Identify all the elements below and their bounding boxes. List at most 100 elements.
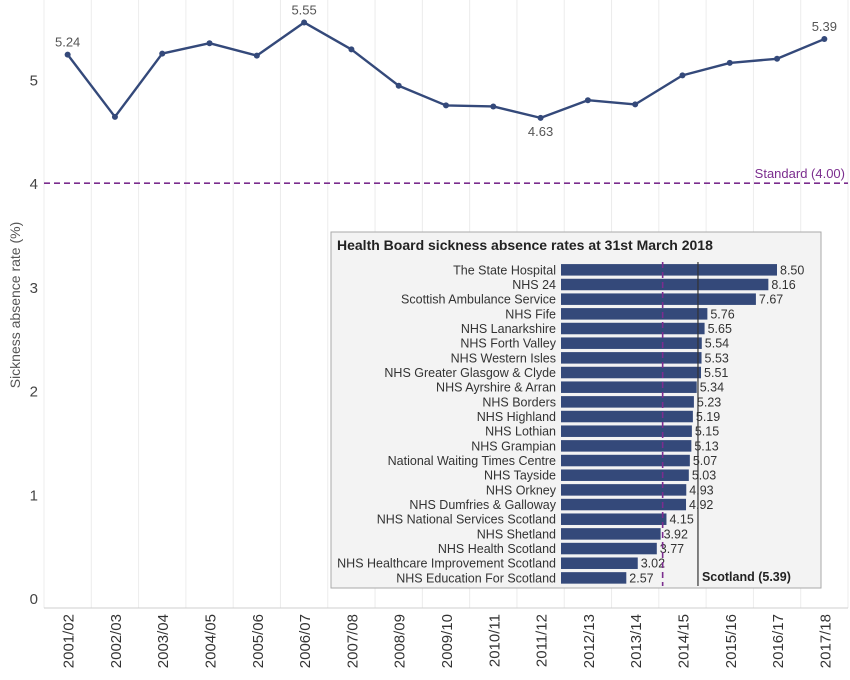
bar-category-label: Scottish Ambulance Service [401, 293, 556, 307]
bar-category-label: NHS Lothian [485, 425, 556, 439]
data-point [632, 101, 639, 108]
bar [561, 337, 702, 349]
bar-category-label: NHS Lanarkshire [461, 322, 556, 336]
bar-value-label: 5.34 [700, 381, 724, 395]
bar [561, 440, 692, 452]
y-axis-title: Sickness absence rate (%) [7, 222, 23, 389]
line-series [64, 19, 828, 121]
bar [561, 454, 690, 467]
bar-value-label: 4.92 [689, 498, 713, 512]
bar [561, 293, 756, 305]
bar-value-label: 5.15 [695, 425, 719, 439]
standard-line-label: Standard (4.00) [755, 166, 845, 181]
bar-category-label: NHS Healthcare Improvement Scotland [337, 557, 556, 571]
data-point [206, 40, 213, 47]
bar-category-label: NHS Fife [505, 307, 556, 321]
bar-value-label: 5.03 [692, 469, 716, 483]
data-point [159, 50, 166, 57]
data-point [774, 55, 781, 62]
data-point [443, 102, 449, 109]
x-tick-label: 2010/11 [486, 614, 503, 667]
y-tick-label: 0 [30, 591, 38, 608]
y-tick-label: 3 [30, 280, 38, 297]
bar-category-label: NHS National Services Scotland [377, 513, 556, 527]
bar [561, 425, 692, 437]
bar-value-label: 3.02 [641, 557, 665, 571]
x-tick-label: 2002/03 [108, 614, 125, 668]
inset-reference-lines: Scotland (5.39) [661, 262, 791, 586]
bar-value-label: 5.54 [705, 337, 729, 351]
data-label: 5.39 [812, 19, 837, 34]
inset-bar-chart: Health Board sickness absence rates at 3… [330, 231, 822, 589]
bar-category-label: NHS Dumfries & Galloway [409, 498, 556, 512]
x-tick-label: 2008/09 [392, 614, 409, 668]
inset-bars: The State Hospital 8.50 NHS 24 8.16 Scottish… [337, 263, 804, 585]
x-tick-label: 2003/04 [155, 614, 172, 668]
bar-category-label: NHS Highland [477, 410, 556, 424]
data-point [490, 103, 497, 110]
x-tick-label: 2004/05 [203, 614, 220, 668]
bar [561, 278, 769, 291]
bar [561, 484, 687, 496]
line-data-labels: 5.24 5.55 4.63 5.39 [55, 2, 837, 138]
bar-value-label: 3.77 [660, 542, 684, 556]
bar-value-label: 5.65 [708, 322, 732, 336]
y-tick-label: 1 [30, 487, 38, 504]
bar-value-label: 4.93 [689, 483, 713, 497]
data-label: 5.24 [55, 35, 80, 50]
bar-category-label: NHS Health Scotland [438, 542, 556, 556]
bar-value-label: 8.16 [771, 278, 795, 292]
bar-category-label: NHS Western Isles [451, 351, 556, 365]
bar-category-label: NHS Education For Scotland [396, 571, 556, 585]
x-tick-label: 2015/16 [723, 614, 740, 668]
bar-value-label: 5.51 [704, 366, 728, 380]
y-tick-label: 5 [30, 73, 38, 90]
bar [561, 410, 693, 423]
data-point [111, 113, 118, 120]
data-point [301, 19, 308, 26]
data-point [679, 72, 686, 79]
bar-category-label: NHS Grampian [471, 439, 556, 453]
data-point [537, 114, 544, 121]
x-tick-label: 2006/07 [297, 614, 314, 668]
data-point [64, 51, 71, 58]
bar-category-label: NHS Borders [482, 395, 556, 409]
y-tick-label: 2 [30, 384, 38, 401]
bar [561, 557, 638, 569]
bar-category-label: NHS Ayrshire & Arran [436, 381, 556, 395]
bar-value-label: 5.76 [710, 307, 734, 321]
bar-category-label: NHS Orkney [486, 483, 557, 497]
inset-scotland-label: Scotland (5.39) [702, 570, 791, 584]
bar-category-label: NHS 24 [512, 278, 556, 292]
bar [561, 572, 627, 584]
inset-title: Health Board sickness absence rates at 3… [337, 237, 713, 253]
data-point [253, 52, 260, 59]
x-tick-label: 2007/08 [344, 614, 361, 668]
bar-category-label: NHS Forth Valley [460, 337, 556, 351]
bar [561, 381, 697, 393]
bar [561, 469, 689, 481]
bar-value-label: 8.50 [780, 263, 804, 277]
bar-category-label: NHS Tayside [484, 469, 556, 483]
x-tick-label: 2005/06 [250, 614, 267, 668]
bar-value-label: 7.67 [759, 293, 783, 307]
bar-value-label: 5.13 [694, 439, 718, 453]
bar [561, 308, 708, 320]
bar [561, 352, 702, 364]
bar-value-label: 5.53 [705, 351, 729, 365]
bar-category-label: NHS Shetland [477, 527, 556, 541]
bar-value-label: 5.19 [696, 410, 720, 424]
bar-category-label: NHS Greater Glasgow & Clyde [384, 366, 556, 380]
bar-category-label: National Waiting Times Centre [388, 454, 556, 468]
data-point [584, 97, 591, 104]
x-tick-label: 2009/10 [439, 614, 456, 668]
bar [561, 513, 667, 525]
bar-value-label: 2.57 [629, 571, 653, 585]
x-tick-label: 2012/13 [581, 614, 598, 668]
bar [561, 396, 694, 408]
bar-value-label: 5.23 [697, 395, 721, 409]
x-tick-label: 2001/02 [61, 614, 78, 668]
bar [561, 528, 661, 540]
data-point [395, 82, 402, 89]
